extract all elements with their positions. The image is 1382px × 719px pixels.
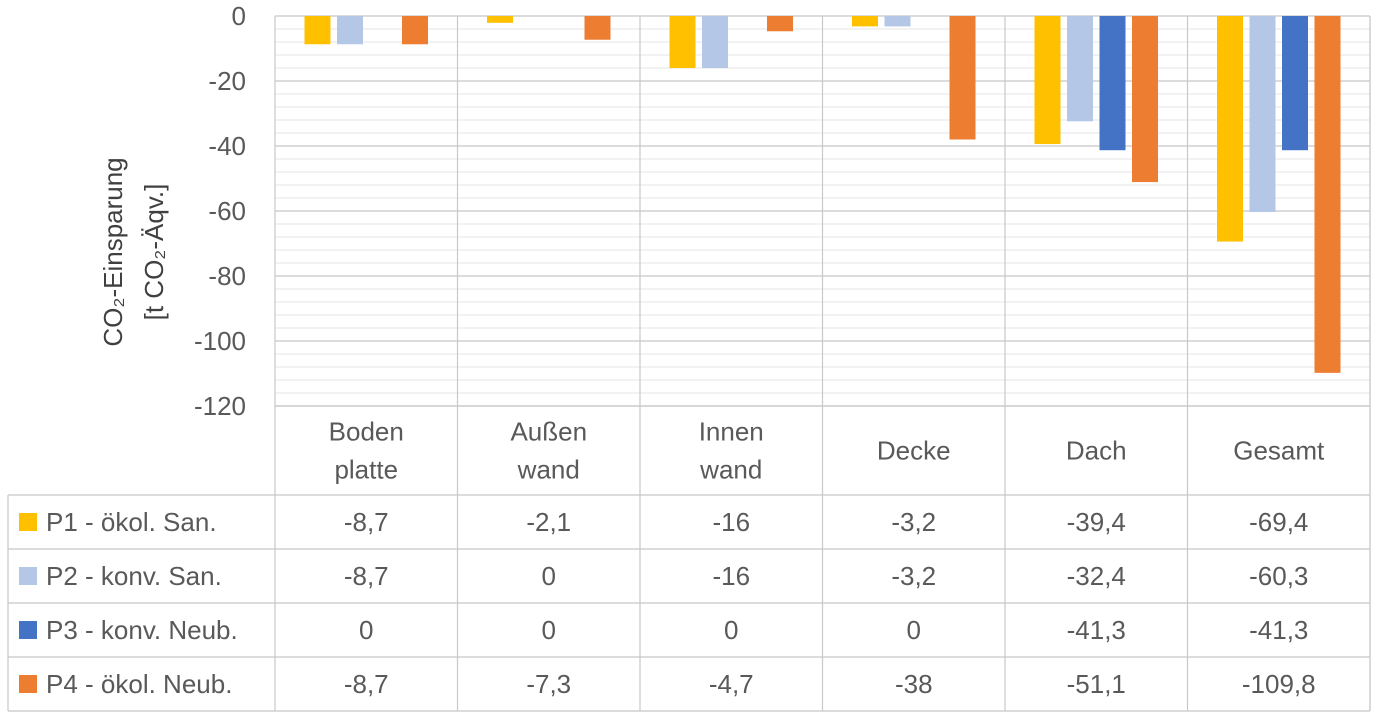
bar (767, 16, 793, 32)
bar (1217, 16, 1243, 242)
table-cell-value: 0 (359, 615, 373, 645)
table-cell-value: -3,2 (891, 507, 936, 537)
y-tick-label: -20 (208, 66, 246, 96)
bar (487, 16, 513, 23)
bar (949, 16, 976, 140)
category-label: Innen (699, 417, 764, 447)
bar (337, 16, 363, 45)
bars (304, 16, 1341, 373)
table-cell-value: 0 (724, 615, 738, 645)
bar (669, 16, 696, 68)
series-name: P1 - ökol. San. (46, 507, 217, 537)
bar (702, 16, 728, 68)
category-label: Außen (510, 417, 587, 447)
table-cell-value: 0 (542, 615, 556, 645)
table-cell-value: -51,1 (1067, 669, 1126, 699)
table-cell-value: -41,3 (1067, 615, 1126, 645)
table-cell-value: -3,2 (891, 561, 936, 591)
table-cell-value: -38 (895, 669, 933, 699)
table-cell-value: -39,4 (1067, 507, 1126, 537)
y-axis-label-line1: CO₂-Einsparung (98, 157, 128, 346)
table-cell-value: -16 (712, 507, 750, 537)
table-cell-value: -69,4 (1249, 507, 1308, 537)
table-cell-value: -41,3 (1249, 615, 1308, 645)
bar (1314, 16, 1341, 373)
bar (1249, 16, 1276, 212)
gridlines (7, 15, 1371, 712)
y-tick-label: -100 (194, 326, 246, 356)
category-label: Gesamt (1233, 436, 1325, 466)
table-cell-value: -8,7 (344, 561, 389, 591)
bar (584, 16, 611, 40)
table-cell-value: -8,7 (344, 669, 389, 699)
y-axis-label-line2: [t CO₂-Äqv.] (139, 184, 169, 321)
legend-key (19, 513, 37, 531)
series-name: P3 - konv. Neub. (46, 615, 238, 645)
category-label: platte (334, 455, 398, 485)
table-cell-value: -7,3 (526, 669, 571, 699)
bar (1132, 16, 1158, 183)
legend-key (19, 621, 37, 639)
y-tick-label: -80 (208, 261, 246, 291)
y-axis-ticks: 0 -20 -40 -60 -80 -100 -120 (194, 1, 246, 421)
bar (1067, 16, 1093, 122)
table-cell-value: -4,7 (709, 669, 754, 699)
y-tick-label: -120 (194, 391, 246, 421)
legend-key (19, 567, 37, 585)
category-label: Dach (1066, 436, 1127, 466)
y-tick-label: -40 (208, 131, 246, 161)
data-table: Boden platte Außen wand Innen wand Decke Dach Ge… (19, 417, 1325, 699)
table-cell-value: -32,4 (1067, 561, 1126, 591)
y-tick-label: 0 (232, 1, 246, 31)
table-cell-value: -16 (712, 561, 750, 591)
bar (402, 16, 428, 45)
y-tick-label: -60 (208, 196, 246, 226)
bar (1282, 16, 1308, 151)
series-name: P2 - konv. San. (46, 561, 222, 591)
category-label: Boden (329, 417, 404, 447)
table-cell-value: -8,7 (344, 507, 389, 537)
bar (884, 16, 911, 27)
series-name: P4 - ökol. Neub. (46, 669, 232, 699)
category-label: wand (699, 455, 762, 485)
table-cell-value: -2,1 (526, 507, 571, 537)
table-cell-value: 0 (907, 615, 921, 645)
bar (1099, 16, 1126, 151)
category-label: wand (517, 455, 580, 485)
bar (852, 16, 878, 27)
table-cell-value: 0 (542, 561, 556, 591)
legend-key (19, 675, 37, 693)
table-cell-value: -60,3 (1249, 561, 1308, 591)
table-cell-value: -109,8 (1242, 669, 1316, 699)
category-label: Decke (877, 436, 951, 466)
bar (1034, 16, 1061, 145)
bar (304, 16, 331, 45)
